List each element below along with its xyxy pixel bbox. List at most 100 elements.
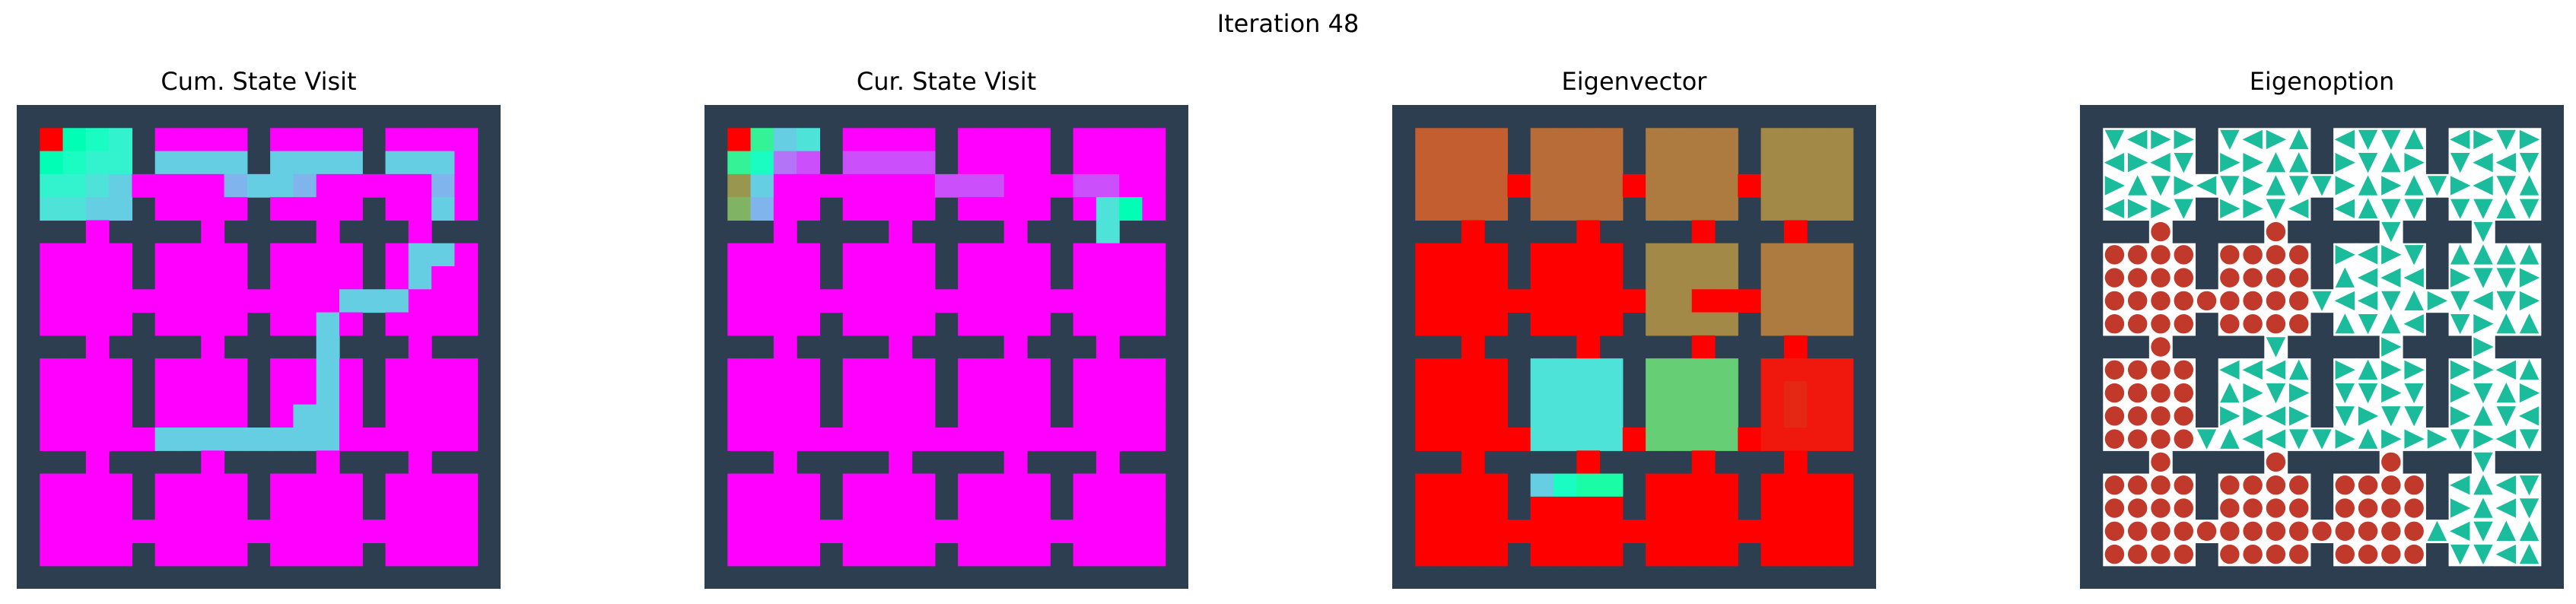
cum-visit-cell [270, 266, 294, 290]
cur-visit-cell [797, 173, 821, 198]
cum-visit-cell [316, 496, 340, 520]
eigenvector-cell [1599, 496, 1624, 520]
cum-visit-cell [85, 335, 110, 359]
cur-visit-cell [911, 473, 936, 498]
eigenvector-cell [1668, 358, 1693, 383]
cum-visit-cell [339, 428, 363, 451]
termination-marker [2243, 521, 2263, 542]
eigenvector-cell [1415, 266, 1439, 290]
cum-visit-cell [454, 358, 479, 383]
eigenvector-cell [1461, 220, 1485, 244]
cum-visit-cell [293, 473, 317, 498]
cum-visit-cell [408, 128, 432, 152]
cum-visit-cell [385, 289, 409, 313]
option-arrow-marker [2288, 383, 2310, 403]
cur-visit-cell [866, 289, 889, 313]
cum-visit-cell [40, 151, 64, 175]
termination-marker [2220, 313, 2240, 334]
eigenvector-cell [1715, 289, 1738, 313]
eigenvector-cell [1554, 173, 1577, 198]
cum-visit-cell [224, 358, 248, 383]
cur-visit-cell [842, 266, 867, 290]
cur-visit-cell [1096, 128, 1120, 152]
cum-visit-cell [178, 266, 202, 290]
cum-visit-cell [270, 542, 294, 567]
option-arrow-marker [2404, 199, 2424, 219]
cur-visit-cell [842, 520, 867, 544]
eigenvector-cell [1783, 197, 1808, 221]
cum-visit-cell [178, 243, 202, 267]
cum-visit-cell [316, 312, 340, 336]
eigenvector-cell [1415, 520, 1439, 544]
eigenvector-cell [1507, 428, 1531, 451]
cur-visit-cell [866, 173, 889, 198]
cum-visit-cell [62, 542, 87, 567]
termination-marker [2266, 498, 2286, 518]
cur-visit-cell [981, 289, 1005, 313]
option-arrow-marker [2381, 360, 2402, 380]
cur-visit-cell [1119, 197, 1143, 221]
cum-visit-cell [40, 428, 64, 451]
cum-visit-cell [431, 542, 456, 567]
cum-visit-cell [339, 404, 363, 428]
option-arrow-marker [2381, 337, 2402, 357]
eigenvector-cell [1783, 520, 1808, 544]
cum-visit-cell [109, 428, 133, 451]
option-arrow-marker [2518, 406, 2539, 426]
option-arrow-marker [2174, 152, 2194, 173]
cur-visit-cell [750, 151, 774, 175]
option-arrow-marker [2450, 268, 2471, 288]
cur-visit-cell [727, 266, 752, 290]
cur-visit-cell [911, 243, 936, 267]
cur-visit-cell [958, 151, 982, 175]
eigenvector-cell [1783, 473, 1808, 498]
option-arrow-marker [2473, 152, 2493, 173]
cur-visit-cell [1027, 312, 1051, 336]
eigenvector-cell [1415, 496, 1439, 520]
eigenvector-cell [1461, 358, 1485, 383]
cum-visit-cell [385, 266, 409, 290]
termination-marker [2220, 475, 2240, 495]
eigenvector-cell [1461, 450, 1485, 475]
cur-visit-cell [750, 473, 774, 498]
termination-marker [2243, 475, 2263, 495]
eigenvector-cell [1461, 151, 1485, 175]
eigenvector-cell [1668, 473, 1693, 498]
cur-visit-cell [750, 243, 774, 267]
cum-visit-cell [293, 266, 317, 290]
cum-visit-cell [431, 358, 456, 383]
cur-visit-cell [1119, 243, 1143, 267]
cum-visit-cell [454, 428, 479, 451]
cur-visit-cell [958, 520, 982, 544]
cum-visit-cell [85, 381, 110, 405]
option-arrow-marker [2242, 129, 2263, 150]
cur-visit-cell [1073, 358, 1097, 383]
panel-title-eigenoption: Eigenoption [2249, 67, 2395, 96]
cur-visit-cell [889, 128, 913, 152]
cum-visit-cell [385, 428, 409, 451]
eigenvector-cell [1807, 289, 1831, 313]
eigenvector-cell [1807, 404, 1831, 428]
cum-visit-cell [385, 496, 409, 520]
option-arrow-marker [2495, 429, 2517, 449]
eigenvector-cell [1830, 151, 1854, 175]
cum-visit-cell [431, 312, 456, 336]
cum-visit-cell [62, 151, 87, 175]
eigenvector-cell [1576, 335, 1601, 359]
option-arrow-marker [2450, 429, 2470, 450]
cum-visit-cell [154, 473, 179, 498]
option-arrow-marker [2104, 152, 2125, 173]
cur-visit-cell [773, 473, 797, 498]
cum-visit-cell [224, 473, 248, 498]
termination-marker [2312, 521, 2332, 542]
cur-visit-cell [1027, 289, 1051, 313]
cur-visit-cell [727, 289, 752, 313]
termination-marker [2174, 544, 2194, 564]
cur-visit-cell [889, 220, 913, 244]
eigenvector-cell [1484, 473, 1509, 498]
eigenvector-cell [1599, 289, 1624, 313]
cum-visit-cell [224, 128, 248, 152]
cur-visit-cell [1096, 496, 1120, 520]
eigenvector-cell [1554, 473, 1577, 498]
eigenvector-cell [1415, 151, 1439, 175]
